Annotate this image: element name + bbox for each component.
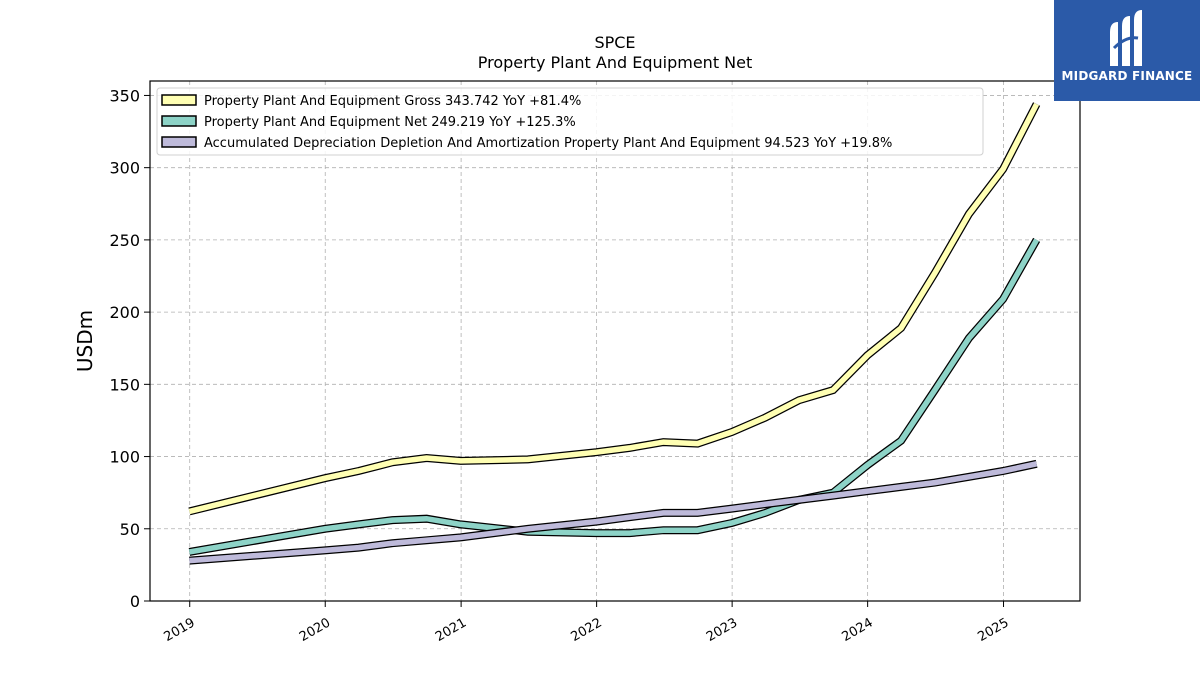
y-axis-label: USDm [73, 310, 97, 372]
y-tick-label: 200 [109, 303, 140, 322]
x-axis: 2019 2020 2021 2022 2023 2024 2025 [162, 601, 1012, 645]
legend-entry: Accumulated Depreciation Depletion And A… [204, 136, 892, 151]
y-tick-label: 50 [120, 520, 140, 539]
series-line-outline [188, 237, 1041, 556]
legend-entry: Property Plant And Equipment Net 249.219… [204, 115, 576, 130]
x-tick-label: 2025 [975, 615, 1011, 645]
legend-swatch [161, 94, 197, 106]
y-tick-label: 350 [109, 86, 140, 105]
series-line-3 [189, 461, 1038, 564]
legend-box [156, 87, 984, 156]
x-tick-label: 2023 [704, 615, 740, 645]
legend-entry: Property Plant And Equipment Gross 343.7… [204, 94, 581, 109]
chart-title: SPCE [594, 33, 635, 52]
chart-subtitle: Property Plant And Equipment Net [478, 53, 753, 72]
x-tick-label: 2020 [297, 615, 333, 645]
logo-text: MIDGARD FINANCE [1061, 69, 1193, 83]
y-tick-label: 100 [109, 448, 140, 467]
series-line-2 [188, 238, 1039, 555]
legend-swatch [161, 115, 197, 127]
legend: Property Plant And Equipment Gross 343.7… [156, 87, 984, 156]
y-tick-label: 0 [130, 592, 140, 611]
x-tick-label: 2021 [433, 615, 469, 645]
plot-frame [149, 80, 1081, 602]
x-tick-label: 2022 [568, 615, 604, 645]
y-tick-label: 300 [109, 159, 140, 178]
legend-swatch [161, 136, 197, 148]
series-line-1 [188, 102, 1040, 515]
series-lines [188, 102, 1041, 565]
y-axis: 0 50 100 150 200 250 300 350 [109, 86, 150, 611]
x-tick-label: 2024 [839, 615, 875, 645]
midgard-logo-icon [1110, 10, 1142, 66]
y-tick-label: 250 [109, 231, 140, 250]
y-tick-label: 150 [109, 375, 140, 394]
midgard-finance-logo: MIDGARD FINANCE [1054, 0, 1200, 101]
x-tick-label: 2019 [162, 615, 198, 645]
